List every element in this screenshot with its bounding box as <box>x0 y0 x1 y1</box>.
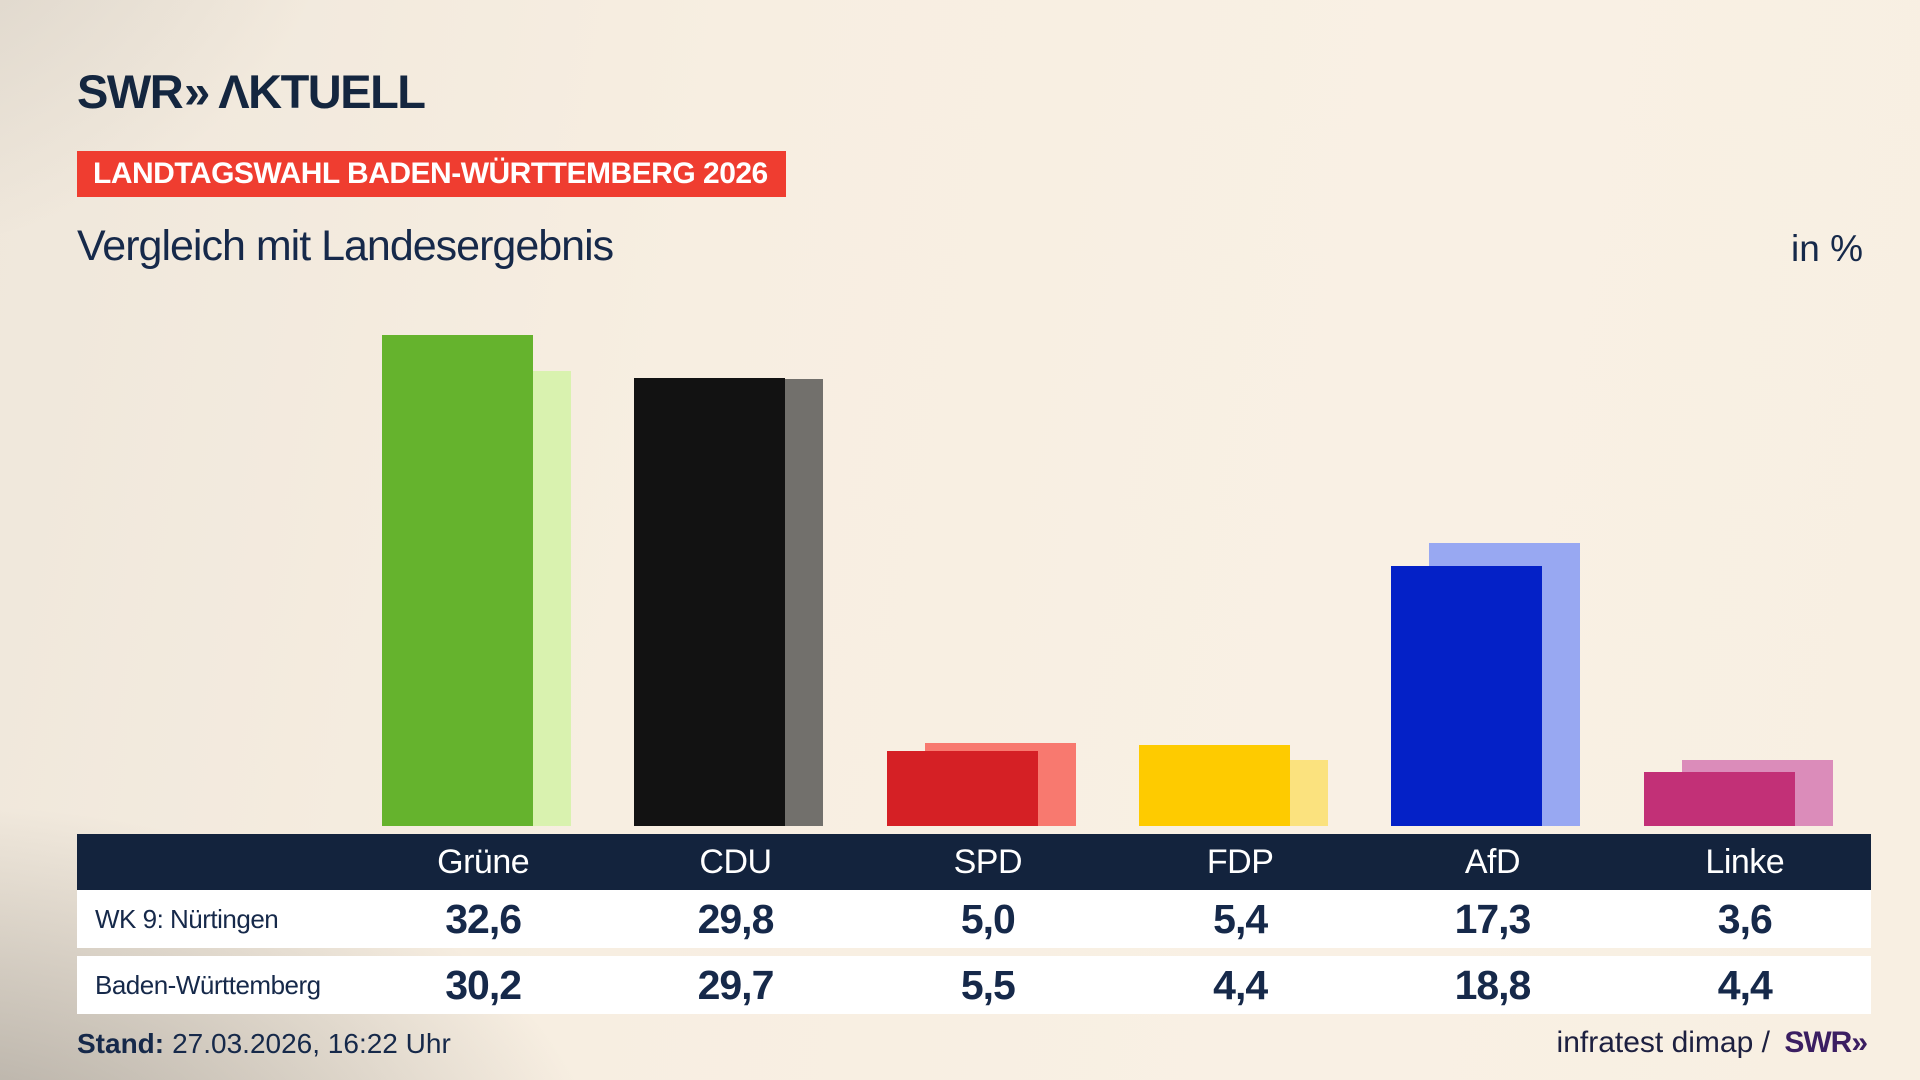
value-grüne: 30,2 <box>445 961 522 1008</box>
chart-column-spd <box>862 300 1114 826</box>
source-credit: infratest dimap / SWR» <box>1556 1026 1868 1060</box>
value-afd: 17,3 <box>1454 895 1532 942</box>
logo-chevron-icon: » <box>184 65 210 118</box>
chart-column-afd <box>1366 300 1618 826</box>
value-spd: 5,5 <box>960 961 1016 1008</box>
stand-label: Stand: <box>77 1028 165 1059</box>
bar-district-cdu <box>634 378 786 826</box>
status-timestamp: Stand: 27.03.2026, 16:22 Uhr <box>77 1028 451 1060</box>
page-title: Vergleich mit Landesergebnis <box>77 222 614 270</box>
header-party-spd: SPD <box>953 842 1023 881</box>
chart-column-cdu <box>609 300 861 826</box>
source-brand-text: SWR <box>1784 1026 1852 1059</box>
stand-value: 27.03.2026, 16:22 Uhr <box>172 1028 451 1059</box>
election-badge: LANDTAGSWAHL BADEN-WÜRTTEMBERG 2026 <box>77 151 786 197</box>
value-spd: 5,0 <box>960 895 1016 942</box>
chart-column-linke <box>1619 300 1871 826</box>
header-party-linke: Linke <box>1705 842 1785 881</box>
source-brand-chevron-icon: » <box>1851 1026 1868 1059</box>
table-row-badenwuerttemberg: Baden-Württemberg 30,2 29,7 5,5 4,4 18,8 4,4 <box>77 956 1871 1014</box>
swr-aktuell-logo: SWR» ΛKTUELL <box>77 64 426 119</box>
bar-district-linke <box>1643 772 1795 826</box>
logo-aktuell-text: ΛKTUELL <box>218 65 426 118</box>
value-fdp: 5,4 <box>1213 895 1268 942</box>
header-party-grüne: Grüne <box>437 842 530 881</box>
value-linke: 4,4 <box>1717 961 1773 1008</box>
source-text: infratest dimap / <box>1556 1026 1770 1059</box>
bar-district-afd <box>1391 566 1543 826</box>
value-linke: 3,6 <box>1717 895 1773 942</box>
header-party-afd: AfD <box>1464 842 1521 881</box>
bar-district-fdp <box>1138 745 1290 826</box>
table-header-row: Grüne CDU SPD FDP AfD Linke <box>77 834 1871 890</box>
header-party-fdp: FDP <box>1206 842 1274 881</box>
value-fdp: 4,4 <box>1213 961 1268 1008</box>
bar-chart <box>357 300 1871 826</box>
row-label: WK 9: Nürtingen <box>95 903 279 934</box>
value-cdu: 29,8 <box>697 895 775 942</box>
chart-column-fdp <box>1114 300 1366 826</box>
bar-district-grüne <box>382 335 533 826</box>
value-grüne: 32,6 <box>445 895 522 942</box>
source-swr-brand: SWR» <box>1784 1026 1868 1059</box>
unit-label: in % <box>1791 228 1863 269</box>
chart-column-grüne <box>357 300 609 826</box>
table-row-nuertingen: WK 9: Nürtingen 32,6 29,8 5,0 5,4 17,3 3,6 <box>77 890 1871 948</box>
logo-swr-text: SWR <box>77 65 184 118</box>
row-label: Baden-Württemberg <box>95 969 321 1000</box>
value-afd: 18,8 <box>1454 961 1532 1008</box>
value-cdu: 29,7 <box>697 961 775 1008</box>
bar-district-spd <box>886 751 1038 826</box>
header-party-cdu: CDU <box>699 842 772 881</box>
